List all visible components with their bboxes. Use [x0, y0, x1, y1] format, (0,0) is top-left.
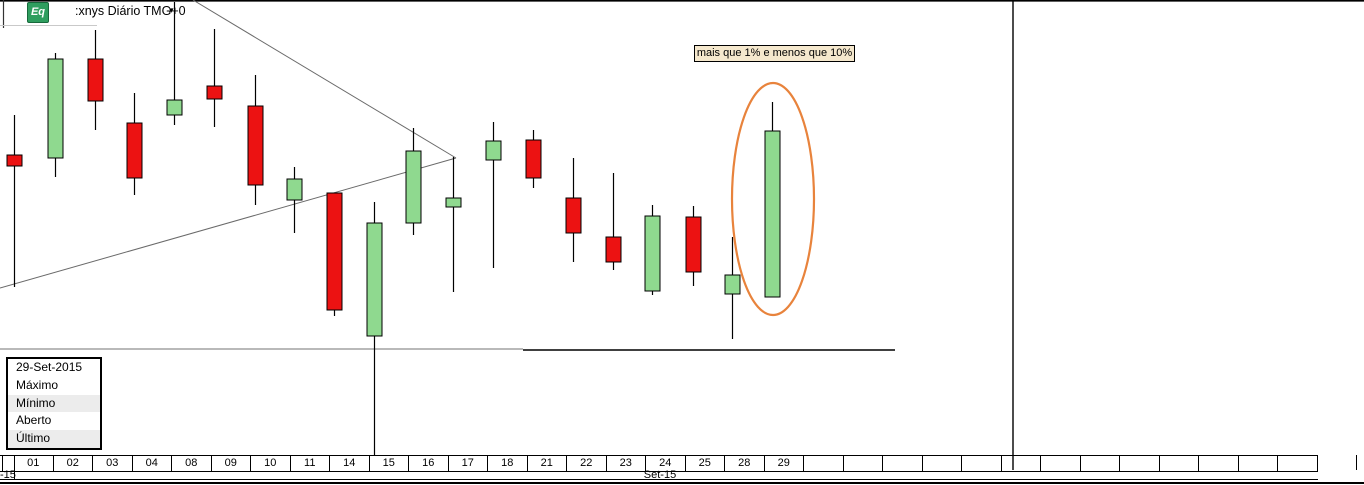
candle-01 [6, 115, 23, 287]
x-axis-day-03: 03 [93, 456, 133, 471]
x-axis-day-row: 01 02 03 04 08 09 10 11 14 15 16 17 18 21 22 23 24 25 28 29 [0, 455, 1318, 472]
x-axis-day-23: 23 [607, 456, 646, 471]
bottom-border-line [0, 482, 1364, 484]
candle-body-down [605, 236, 622, 263]
candle-body-up [485, 140, 502, 161]
x-axis-day-01: 01 [14, 456, 54, 471]
x-axis-empty-cell [1120, 456, 1160, 471]
candle-08 [166, 2, 183, 125]
candle-16 [405, 128, 422, 235]
tooltip-row-maximo: Máximo [16, 377, 59, 392]
x-axis-empty-cell [1199, 456, 1239, 471]
candle-body-up [405, 150, 422, 224]
x-axis-lead-cell [2, 456, 15, 471]
candle-body-down [565, 197, 582, 234]
x-axis-empty-cell [1081, 456, 1120, 471]
candle-body-down [6, 154, 23, 167]
x-axis-day-02: 02 [54, 456, 93, 471]
x-axis-day-25: 25 [686, 456, 725, 471]
data-tooltip: 29-Set-2015 Máximo Mínimo Aberto Último [6, 357, 102, 450]
x-axis-empty-cell [844, 456, 883, 471]
candle-14 [326, 192, 343, 316]
x-axis-day-28: 28 [725, 456, 765, 471]
candle-body-down [326, 192, 343, 311]
candle-15 [366, 202, 383, 456]
x-axis-empty-cell [1002, 456, 1041, 471]
x-axis-empty-cell [804, 456, 844, 471]
x-axis: 01 02 03 04 08 09 10 11 14 15 16 17 18 21 22 23 24 25 28 29… [0, 455, 1364, 485]
triangle-upper-trendline[interactable] [192, 0, 457, 159]
x-axis-day-14: 14 [330, 456, 370, 471]
tooltip-row-aberto: Aberto [16, 413, 52, 428]
candle-03 [87, 30, 104, 130]
x-axis-day-24: 24 [646, 456, 686, 471]
tooltip-row-ultimo: Último [8, 430, 100, 448]
candle-body-up [366, 222, 383, 337]
candle-11 [286, 167, 303, 233]
candle-18 [485, 122, 502, 268]
x-axis-empty-cell [962, 456, 1002, 471]
x-axis-day-21: 21 [528, 456, 567, 471]
x-axis-empty-cell [1041, 456, 1081, 471]
candle-02 [47, 53, 64, 177]
x-axis-day-09: 09 [212, 456, 251, 471]
candle-21 [525, 130, 542, 188]
candle-23 [605, 173, 622, 270]
candle-body-down [87, 58, 104, 102]
x-axis-day-22: 22 [567, 456, 607, 471]
x-axis-empty-cell [1239, 456, 1278, 471]
x-axis-day-16: 16 [409, 456, 449, 471]
x-axis-month-label: Set-15 [643, 469, 677, 481]
x-axis-day-18: 18 [488, 456, 528, 471]
candle-body-down [525, 139, 542, 179]
triangle-lower-trendline[interactable] [0, 157, 457, 289]
x-axis-empty-cell [923, 456, 962, 471]
chevron-down-icon[interactable]: ▾ [169, 5, 174, 15]
candle-body-down [126, 122, 143, 179]
tooltip-date: 29-Set-2015 [16, 360, 83, 374]
x-axis-empty-cell [1278, 456, 1318, 471]
annotation-label[interactable]: mais que 1% e menos que 10% [694, 45, 855, 62]
x-axis-day-04: 04 [133, 456, 172, 471]
candle-body-up [286, 178, 303, 201]
candle-04 [126, 93, 143, 195]
equity-badge-icon: Eq [27, 2, 49, 23]
candle-09 [206, 29, 223, 127]
candle-24 [644, 205, 661, 295]
candle-body-down [685, 216, 702, 273]
tooltip-row-minimo: Mínimo [8, 394, 100, 413]
x-axis-empty-cell [883, 456, 923, 471]
x-axis-empty-cell [1160, 456, 1199, 471]
drawn-objects[interactable] [0, 0, 1014, 470]
highlight-ellipse[interactable] [730, 81, 816, 317]
candle-body-up [166, 99, 183, 116]
x-axis-day-15: 15 [370, 456, 409, 471]
x-axis-day-08: 08 [172, 456, 212, 471]
candle-22 [565, 158, 582, 262]
x-axis-day-11: 11 [291, 456, 330, 471]
ellipse-group[interactable] [730, 81, 816, 317]
chart-title[interactable]: :xnys Diário TMG+0 [75, 4, 186, 18]
x-axis-prev-month-label: -15 [0, 469, 16, 481]
candle-body-up [47, 58, 64, 159]
candles-group [6, 2, 781, 456]
candle-body-up [644, 215, 661, 292]
candle-body-up [764, 130, 781, 298]
x-axis-day-29: 29 [765, 456, 804, 471]
candle-25 [685, 206, 702, 286]
candle-body-up [445, 197, 462, 208]
candle-body-down [206, 85, 223, 100]
candle-29 [764, 102, 781, 298]
candle-body-up [724, 274, 741, 295]
candle-10 [247, 75, 264, 205]
x-axis-month-row: -15 Set-15 [0, 469, 1318, 481]
candle-body-down [247, 105, 264, 186]
x-axis-day-17: 17 [449, 456, 488, 471]
candle-17 [445, 157, 462, 292]
x-axis-day-10: 10 [251, 456, 291, 471]
candle-28 [724, 237, 741, 339]
